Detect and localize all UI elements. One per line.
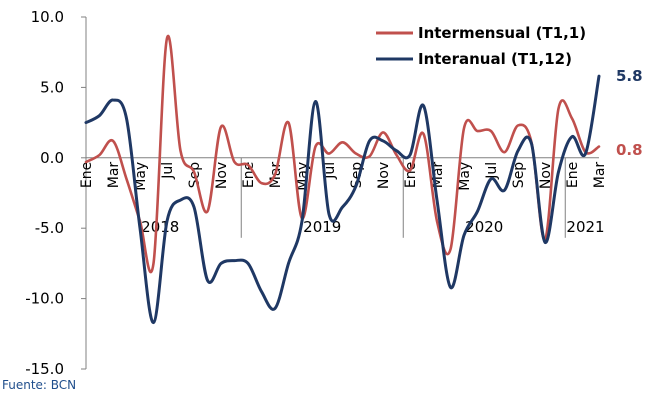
series-line-intermensual (84, 34, 601, 274)
x-tick-label: Nov (376, 162, 392, 189)
legend-label-interanual: Interanual (T1,12) (418, 50, 572, 68)
x-tick-label: May (457, 162, 473, 191)
y-tick-label: -15.0 (25, 360, 64, 378)
source-note: Fuente: BCN (2, 378, 76, 392)
x-tick-label: Sep (511, 162, 527, 189)
series-lines (84, 34, 601, 325)
year-label: 2021 (566, 218, 604, 236)
end-label-interanual: 5.8 (616, 67, 643, 85)
x-tick-label: Jul (160, 162, 176, 180)
x-tick-label: May (133, 162, 149, 191)
y-tick-label: 0.0 (40, 149, 64, 167)
x-tick-label: Ene (565, 162, 581, 188)
axes (85, 17, 599, 369)
x-tick-label: Nov (538, 162, 554, 189)
y-tick-label: 5.0 (40, 78, 64, 96)
year-label: 2018 (141, 218, 179, 236)
legend-label-intermensual: Intermensual (T1,1) (418, 24, 586, 42)
y-tick-label: 10.0 (31, 8, 64, 26)
y-tick-label: -5.0 (35, 219, 64, 237)
y-axis-ticks: 10.0 5.0 0.0 -5.0 -10.0 -15.0 (25, 8, 86, 378)
series-line-interanual (84, 74, 601, 325)
x-tick-label: Ene (79, 162, 95, 188)
legend: Intermensual (T1,1) Interanual (T1,12) (376, 24, 586, 68)
x-tick-label: Ene (241, 162, 257, 188)
x-tick-label: Jul (322, 162, 338, 180)
x-tick-label: Ene (403, 162, 419, 188)
year-label: 2020 (465, 218, 503, 236)
end-label-intermensual: 0.8 (616, 141, 643, 159)
year-labels: 2018 2019 2020 2021 (141, 218, 604, 236)
y-tick-label: -10.0 (25, 290, 64, 308)
x-tick-label: Nov (214, 162, 230, 189)
x-tick-label: Mar (106, 162, 122, 189)
x-tick-label: Jul (484, 162, 500, 180)
x-tick-label: Mar (592, 162, 608, 189)
